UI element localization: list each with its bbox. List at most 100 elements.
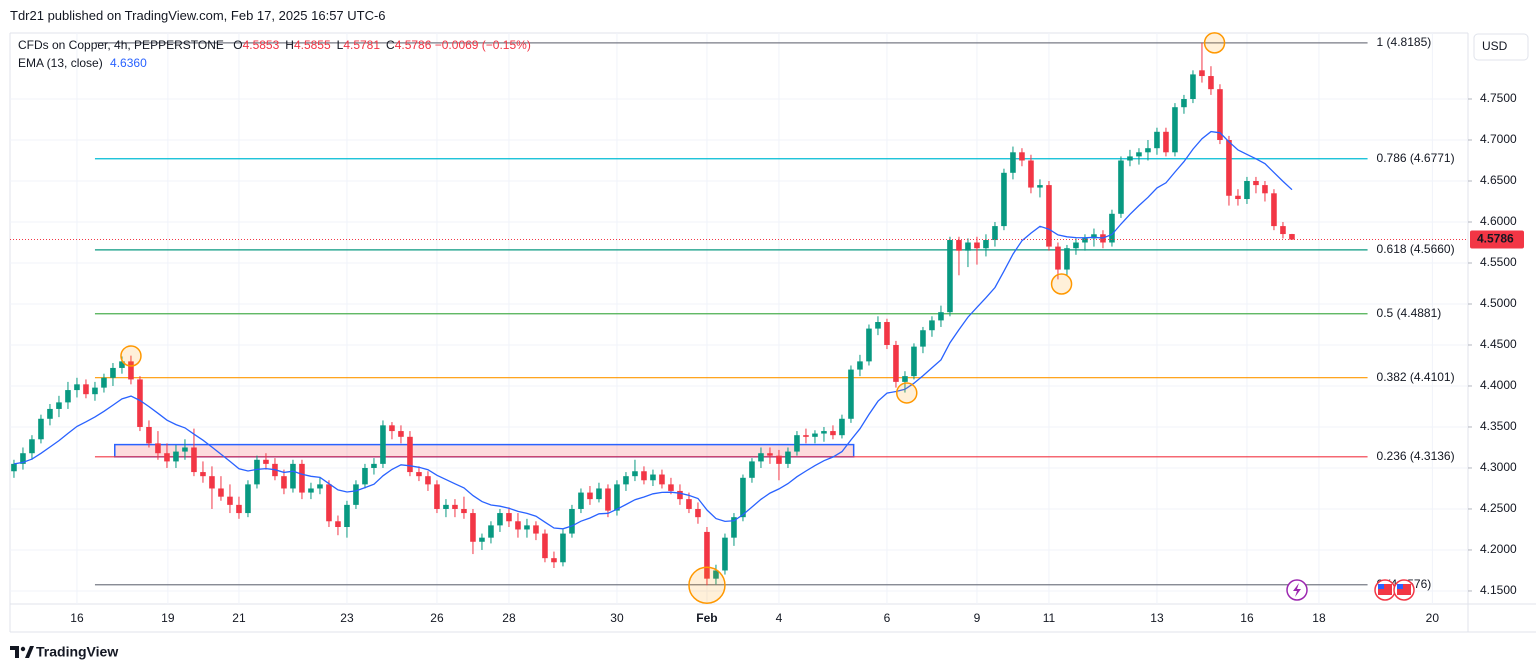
- x-tick-label: 6: [884, 611, 891, 625]
- candle-body: [1226, 140, 1232, 196]
- candle-body: [38, 418, 44, 440]
- candle-body: [191, 447, 197, 473]
- highlight: [688, 566, 726, 604]
- brand: TradingView: [36, 644, 118, 660]
- candle-body: [227, 496, 233, 505]
- y-tick-label: 4.4000: [1480, 378, 1517, 392]
- y-tick-label: 4.3000: [1480, 460, 1517, 474]
- y-tick-label: 4.7000: [1480, 132, 1517, 146]
- candle-body: [893, 344, 899, 382]
- candle-body: [929, 320, 935, 331]
- event-icons: [1286, 579, 1415, 601]
- candle-body: [362, 467, 368, 485]
- candle-body: [299, 463, 305, 493]
- ema-legend: EMA (13, close) 4.6360: [18, 56, 147, 70]
- candle-body: [56, 402, 62, 409]
- ohlc-label: L: [336, 38, 344, 52]
- candle-body: [1217, 89, 1223, 141]
- candle-body: [1208, 76, 1214, 90]
- candle-body: [911, 346, 917, 377]
- candle-body: [1271, 193, 1277, 227]
- candle-body: [434, 484, 440, 509]
- candle-body: [74, 384, 80, 391]
- candle-body: [1127, 156, 1133, 161]
- logo-part: [20, 646, 26, 652]
- candle-body: [1019, 152, 1025, 161]
- candle-body: [110, 367, 116, 378]
- x-tick-label: 18: [1312, 611, 1326, 625]
- candle-body: [182, 447, 188, 452]
- candle-body: [1082, 238, 1088, 243]
- x-tick-label: 21: [232, 611, 246, 625]
- flag: [1378, 584, 1392, 595]
- currency-button[interactable]: [1473, 33, 1529, 61]
- ohlc-label: O: [233, 38, 243, 52]
- candle-body: [245, 484, 251, 514]
- fib-label: 0.382 (4.4101): [1377, 370, 1455, 384]
- x-tick-label: 13: [1150, 611, 1164, 625]
- ohlc: O4.5853 H4.5855 L4.5781 C4.5786: [227, 38, 431, 52]
- ema-value: 4.6360: [110, 56, 147, 70]
- candle-body: [425, 476, 431, 485]
- candle-body: [1037, 185, 1043, 188]
- candle-body: [767, 453, 773, 456]
- ohlc-value: 4.5855: [293, 38, 331, 52]
- fib-label: 1 (4.8185): [1377, 35, 1432, 49]
- change: −0.0069 (−0.15%): [434, 38, 531, 52]
- candle-body: [884, 322, 890, 345]
- fib-label: 0.5 (4.4881): [1377, 306, 1442, 320]
- candle-body: [776, 455, 782, 464]
- candle-body: [722, 537, 728, 571]
- ema-line: [13, 130, 1293, 530]
- candle-body: [47, 408, 53, 419]
- candle-body: [92, 387, 98, 395]
- candle-body: [146, 426, 152, 444]
- candle-body: [1046, 185, 1052, 247]
- candle-body: [281, 476, 287, 489]
- symbol: CFDs on Copper, 4h, PEPPERSTONE: [18, 38, 224, 52]
- x-tick-label: 23: [340, 611, 354, 625]
- candle-body: [524, 525, 530, 530]
- candle-body: [1154, 131, 1160, 149]
- y-tick-label: 4.6500: [1480, 173, 1517, 187]
- ema-title: EMA (13, close): [18, 56, 103, 70]
- candle-body: [380, 425, 386, 464]
- candle-body: [254, 459, 260, 485]
- y-tick-label: 4.3500: [1480, 419, 1517, 433]
- candle-body: [803, 435, 809, 437]
- candle-body: [587, 492, 593, 500]
- candle-body: [128, 361, 134, 380]
- candle-body: [416, 472, 422, 477]
- ohlc-label: H: [285, 38, 294, 52]
- y-tick-label: 4.5000: [1480, 296, 1517, 310]
- candle-body: [326, 484, 332, 522]
- candle-body: [875, 322, 881, 329]
- candle-body: [830, 431, 836, 436]
- candle-body: [29, 439, 35, 454]
- candle-body: [758, 453, 764, 462]
- x-tick-label: 16: [70, 611, 84, 625]
- candle-body: [623, 476, 629, 485]
- candle-body: [1136, 152, 1142, 157]
- candle-body: [1199, 70, 1205, 77]
- y-tick-label: 4.2500: [1480, 501, 1517, 515]
- candle-body: [461, 508, 467, 514]
- footer-logo: [10, 646, 34, 658]
- candle-body: [659, 474, 665, 485]
- candle-body: [398, 431, 404, 437]
- candle-body: [389, 425, 395, 432]
- candle-body: [794, 435, 800, 452]
- x-tick-label: 26: [430, 611, 444, 625]
- candle-body: [560, 533, 566, 563]
- candle-body: [596, 488, 602, 500]
- candle-body: [1190, 74, 1196, 100]
- candle-body: [1118, 160, 1124, 214]
- last-price-box: [1470, 230, 1524, 249]
- x-tick-label: 16: [1240, 611, 1254, 625]
- candle-body: [290, 463, 296, 489]
- currency: USD: [1482, 39, 1508, 53]
- y-tick-label: 4.7500: [1480, 91, 1517, 105]
- candle-body: [479, 537, 485, 542]
- candle-body: [1028, 160, 1034, 188]
- candle-body: [821, 431, 827, 434]
